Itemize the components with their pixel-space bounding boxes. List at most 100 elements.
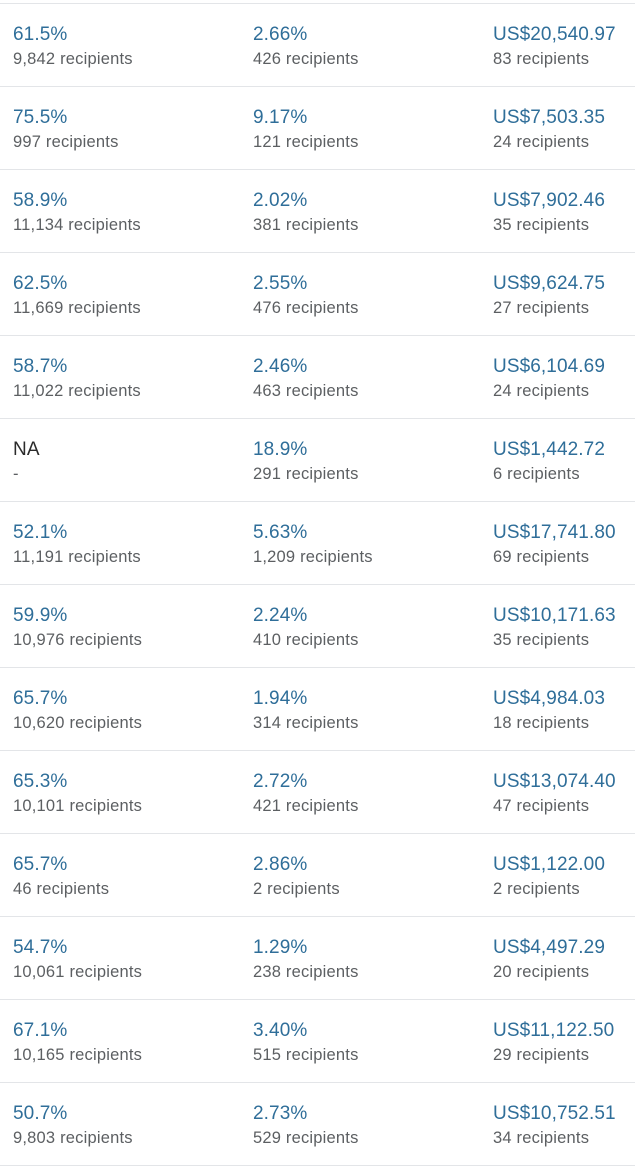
click-rate-value[interactable]: 3.40%: [253, 1020, 308, 1041]
open-rate-recipients: 11,191 recipients: [13, 548, 141, 566]
revenue-value[interactable]: US$1,122.00: [493, 854, 606, 875]
open-rate-cell: 54.7% 10,061 recipients: [13, 937, 142, 982]
open-rate-value[interactable]: 62.5%: [13, 273, 68, 294]
click-rate-value[interactable]: 2.66%: [253, 24, 308, 45]
revenue-recipients: 20 recipients: [493, 963, 590, 981]
revenue-value[interactable]: US$13,074.40: [493, 771, 616, 792]
revenue-value[interactable]: US$10,171.63: [493, 605, 616, 626]
click-rate-cell: 18.9% 291 recipients: [253, 439, 359, 484]
revenue-cell: US$13,074.40 47 recipients: [493, 771, 616, 816]
revenue-value[interactable]: US$7,503.35: [493, 107, 606, 128]
revenue-value[interactable]: US$1,442.72: [493, 439, 606, 460]
table-row[interactable]: 54.7% 10,061 recipients 1.29% 238 recipient…: [0, 917, 635, 1000]
open-rate-value[interactable]: 65.3%: [13, 771, 68, 792]
click-rate-cell: 2.55% 476 recipients: [253, 273, 359, 318]
revenue-recipients: 35 recipients: [493, 631, 590, 649]
open-rate-value: NA: [13, 439, 40, 460]
table-row[interactable]: 65.7% 46 recipients 2.86% 2 recipients US$1,…: [0, 834, 635, 917]
table-row[interactable]: 58.7% 11,022 recipients 2.46% 463 recipient…: [0, 336, 635, 419]
open-rate-cell: 61.5% 9,842 recipients: [13, 24, 133, 69]
click-rate-cell: 2.24% 410 recipients: [253, 605, 359, 650]
revenue-recipients: 18 recipients: [493, 714, 590, 732]
revenue-cell: US$4,984.03 18 recipients: [493, 688, 605, 733]
table-row[interactable]: 75.5% 997 recipients 9.17% 121 recipients US…: [0, 87, 635, 170]
table-row[interactable]: 65.7% 10,620 recipients 1.94% 314 recipient…: [0, 668, 635, 751]
click-rate-cell: 3.40% 515 recipients: [253, 1020, 359, 1065]
click-rate-value[interactable]: 2.72%: [253, 771, 308, 792]
revenue-value[interactable]: US$17,741.80: [493, 522, 616, 543]
revenue-cell: US$1,122.00 2 recipients: [493, 854, 605, 899]
revenue-recipients: 34 recipients: [493, 1129, 590, 1147]
revenue-value[interactable]: US$9,624.75: [493, 273, 606, 294]
open-rate-recipients: 10,165 recipients: [13, 1046, 143, 1064]
table-row[interactable]: 59.9% 10,976 recipients 2.24% 410 recipient…: [0, 585, 635, 668]
click-rate-cell: 1.94% 314 recipients: [253, 688, 359, 733]
revenue-value[interactable]: US$6,104.69: [493, 356, 606, 377]
revenue-cell: US$11,122.50 29 recipients: [493, 1020, 614, 1065]
table-row[interactable]: 62.5% 11,669 recipients 2.55% 476 recipient…: [0, 253, 635, 336]
click-rate-value[interactable]: 2.73%: [253, 1103, 308, 1124]
click-rate-recipients: 421 recipients: [253, 797, 359, 815]
open-rate-recipients: 10,976 recipients: [13, 631, 143, 649]
revenue-cell: US$10,171.63 35 recipients: [493, 605, 616, 650]
revenue-cell: US$6,104.69 24 recipients: [493, 356, 605, 401]
click-rate-value[interactable]: 2.55%: [253, 273, 308, 294]
click-rate-value[interactable]: 1.94%: [253, 688, 308, 709]
open-rate-recipients: 11,134 recipients: [13, 216, 141, 234]
open-rate-cell: 67.1% 10,165 recipients: [13, 1020, 142, 1065]
open-rate-recipients: -: [13, 465, 19, 483]
click-rate-cell: 1.29% 238 recipients: [253, 937, 359, 982]
click-rate-recipients: 515 recipients: [253, 1046, 359, 1064]
click-rate-value[interactable]: 2.24%: [253, 605, 308, 626]
table-row[interactable]: 61.5% 9,842 recipients 2.66% 426 recipients…: [0, 4, 635, 87]
click-rate-value[interactable]: 2.46%: [253, 356, 308, 377]
click-rate-recipients: 238 recipients: [253, 963, 359, 981]
click-rate-value[interactable]: 9.17%: [253, 107, 308, 128]
click-rate-value[interactable]: 5.63%: [253, 522, 308, 543]
table-row[interactable]: NA - 18.9% 291 recipients US$1,442.72 6 recip…: [0, 419, 635, 502]
click-rate-recipients: 314 recipients: [253, 714, 359, 732]
open-rate-cell: 62.5% 11,669 recipients: [13, 273, 141, 318]
table-row[interactable]: 65.3% 10,101 recipients 2.72% 421 recipient…: [0, 751, 635, 834]
open-rate-value[interactable]: 65.7%: [13, 688, 68, 709]
open-rate-value[interactable]: 54.7%: [13, 937, 68, 958]
open-rate-cell: 58.9% 11,134 recipients: [13, 190, 141, 235]
open-rate-cell: 58.7% 11,022 recipients: [13, 356, 141, 401]
click-rate-cell: 5.63% 1,209 recipients: [253, 522, 373, 567]
open-rate-value[interactable]: 67.1%: [13, 1020, 68, 1041]
open-rate-cell: 65.7% 46 recipients: [13, 854, 109, 899]
open-rate-value[interactable]: 58.7%: [13, 356, 68, 377]
open-rate-cell: NA -: [13, 439, 40, 484]
open-rate-cell: 50.7% 9,803 recipients: [13, 1103, 133, 1148]
click-rate-recipients: 476 recipients: [253, 299, 359, 317]
click-rate-cell: 2.86% 2 recipients: [253, 854, 340, 899]
revenue-cell: US$10,752.51 34 recipients: [493, 1103, 616, 1148]
open-rate-value[interactable]: 52.1%: [13, 522, 68, 543]
table-row[interactable]: 67.1% 10,165 recipients 3.40% 515 recipient…: [0, 1000, 635, 1083]
open-rate-value[interactable]: 59.9%: [13, 605, 68, 626]
open-rate-value[interactable]: 58.9%: [13, 190, 68, 211]
table-row[interactable]: 52.1% 11,191 recipients 5.63% 1,209 recipie…: [0, 502, 635, 585]
open-rate-value[interactable]: 61.5%: [13, 24, 68, 45]
revenue-value[interactable]: US$4,497.29: [493, 937, 606, 958]
open-rate-value[interactable]: 75.5%: [13, 107, 68, 128]
revenue-value[interactable]: US$10,752.51: [493, 1103, 616, 1124]
revenue-recipients: 35 recipients: [493, 216, 590, 234]
revenue-value[interactable]: US$7,902.46: [493, 190, 606, 211]
click-rate-value[interactable]: 18.9%: [253, 439, 308, 460]
click-rate-value[interactable]: 1.29%: [253, 937, 308, 958]
revenue-value[interactable]: US$20,540.97: [493, 24, 616, 45]
open-rate-value[interactable]: 50.7%: [13, 1103, 68, 1124]
revenue-cell: US$20,540.97 83 recipients: [493, 24, 616, 69]
table-row[interactable]: 50.7% 9,803 recipients 2.73% 529 recipients…: [0, 1083, 635, 1166]
click-rate-value[interactable]: 2.86%: [253, 854, 308, 875]
table-row[interactable]: 58.9% 11,134 recipients 2.02% 381 recipient…: [0, 170, 635, 253]
open-rate-value[interactable]: 65.7%: [13, 854, 68, 875]
revenue-recipients: 27 recipients: [493, 299, 590, 317]
revenue-value[interactable]: US$11,122.50: [493, 1020, 615, 1041]
click-rate-cell: 2.46% 463 recipients: [253, 356, 359, 401]
open-rate-recipients: 11,022 recipients: [13, 382, 141, 400]
click-rate-value[interactable]: 2.02%: [253, 190, 308, 211]
revenue-value[interactable]: US$4,984.03: [493, 688, 606, 709]
click-rate-cell: 2.66% 426 recipients: [253, 24, 359, 69]
